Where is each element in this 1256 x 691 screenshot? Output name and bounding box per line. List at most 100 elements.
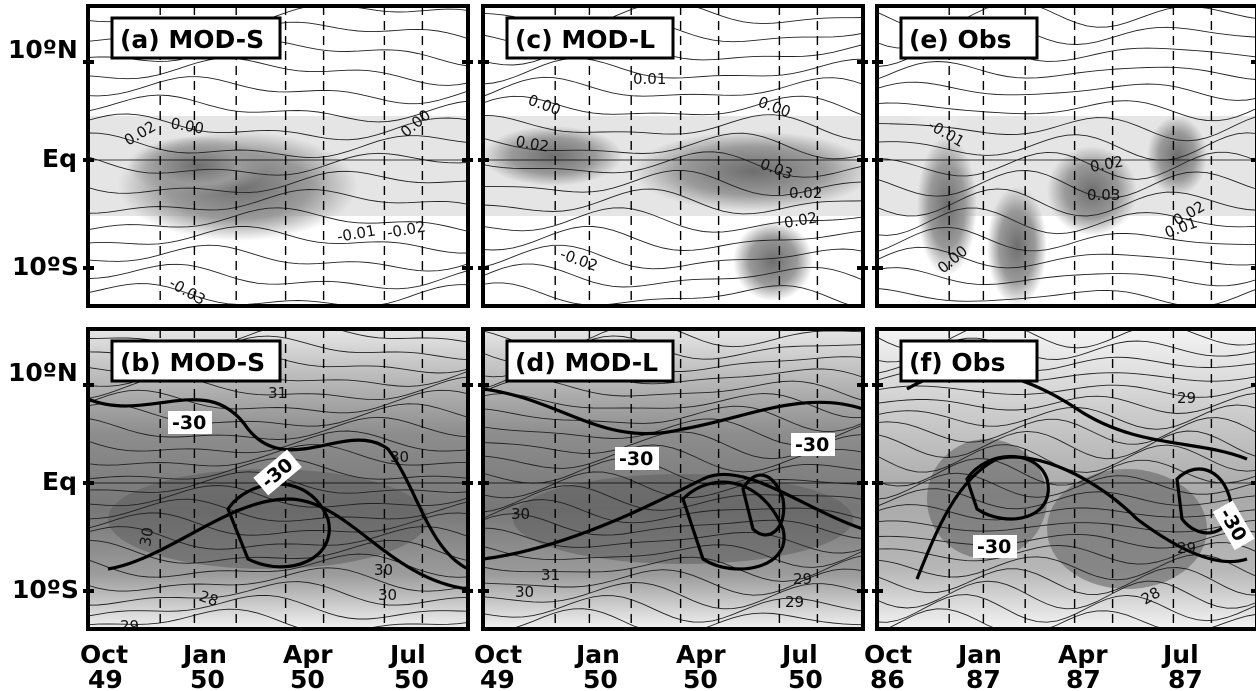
panel-title: (d) MOD-L [515,348,658,377]
contour-line [483,169,863,197]
contour-line [877,608,1256,629]
panel-d: 30 31 30 29 29 -30 -30 (d) MOD-L [478,327,868,631]
contour-label-bold: -30 [168,411,212,434]
contour-line [877,404,1256,430]
panel-frame [481,327,865,631]
contour-label: 29 [793,570,812,588]
contour-line [88,76,468,105]
contour-line [877,116,1256,142]
label-backing [1212,500,1255,551]
panel-title-box [899,16,1039,60]
contour-line [88,567,468,592]
contour-line [483,207,863,233]
label-backing [615,447,659,470]
x-tick-jul-87: Jul [1161,640,1199,669]
contour-line [88,57,468,86]
contour-line [877,207,1256,236]
x-tick-year-50-mid-apr: 50 [683,665,718,691]
contour-line [877,530,1256,549]
contour-line [483,499,863,524]
panel-title: (f) Obs [909,348,1005,377]
y-tick-10s-bottom: 10ºS [12,575,79,604]
contour-line [483,405,863,432]
contour-label: 30 [374,561,393,579]
contour-line [483,471,863,499]
field-maximum [1047,469,1207,589]
panel-a: 0.02 0.00 0.00-0.01 -0.02-0.03(a) MOD-S [83,4,473,308]
contour-line [88,94,468,123]
label-backing [973,535,1017,558]
contour-label: 30 [515,583,534,601]
contour-line [877,246,1256,269]
field-maximum [1147,116,1207,196]
x-tick-year-87-jul: 87 [1168,665,1203,691]
panel-title: (b) MOD-S [120,348,265,377]
x-tick-oct-86: Oct [864,640,912,669]
panel-title: (e) Obs [909,25,1012,54]
contour-line [483,114,863,141]
x-axis-labels: Oct 49 Jan 50 Apr 50 Jul 50 Oct 49 Jan 5… [80,640,1203,691]
contour-label: 30 [511,505,530,523]
x-tick-apr-50-mid: Apr [676,640,726,669]
contour-line [483,555,863,582]
panel-title: (a) MOD-S [120,25,264,54]
contour-label-bold: -30 [791,433,835,456]
contour-line [877,226,1256,253]
x-tick-jan-50-left: Jan [181,640,227,669]
contour-line [877,472,1256,500]
contour-line-bold [965,455,1050,521]
contour-line [483,95,863,116]
contour-line-bold [107,497,468,591]
contour-line [483,76,863,97]
x-tick-jul-50-mid: Jul [780,640,818,669]
panel-frame [875,4,1256,308]
x-tick-jul-50-left: Jul [388,640,426,669]
contour-line-bold [88,397,468,571]
x-tick-apr-50-left: Apr [283,640,333,669]
contour-line-bold [483,472,863,561]
panel-frame [86,4,470,308]
x-tick-oct-49-left: Oct [80,640,128,669]
contour-label: 0.02 [789,184,822,202]
contour-line [88,526,468,550]
contour-line [483,151,863,178]
contour-line [483,132,863,160]
contour-line [88,581,468,606]
panel-title-box [505,339,675,383]
x-tick-year-50-mid-jan: 50 [583,665,618,691]
label-backing [791,433,835,456]
field-maximum [1047,146,1137,236]
x-tick-jan-50-mid: Jan [574,640,620,669]
contour-label: 0.02 [1089,152,1125,176]
contour-line [483,444,863,473]
contour-label: 31 [541,566,560,584]
contour-label: 30 [378,586,397,604]
contour-label: 29 [120,617,139,635]
contour-label: 0.00 [169,114,205,138]
y-tick-10n-top: 10ºN [8,35,78,64]
y-axis-labels: 10ºN Eq 10ºS 10ºN Eq 10ºS [8,35,79,604]
contour-line [877,580,1256,610]
contour-line [877,567,1256,596]
contour-line [877,81,1256,101]
x-tick-jan-87: Jan [956,640,1002,669]
contour-line [88,207,468,232]
contour-label-bold-text: -30 [172,412,206,434]
contour-line [483,582,863,610]
x-tick-year-49-mid: 49 [480,665,515,691]
field-maximum [987,186,1047,306]
x-tick-oct-49-mid: Oct [474,640,522,669]
contour-label: 28 [197,587,221,610]
contour-line [483,544,863,568]
contour-line [483,393,863,419]
contour-line-bold [483,387,863,436]
contour-line [88,263,468,290]
contour-line [88,113,468,141]
contour-line [877,542,1256,565]
contour-line [88,226,468,254]
contour-label: 29 [1177,539,1196,557]
contour-line [483,282,863,306]
